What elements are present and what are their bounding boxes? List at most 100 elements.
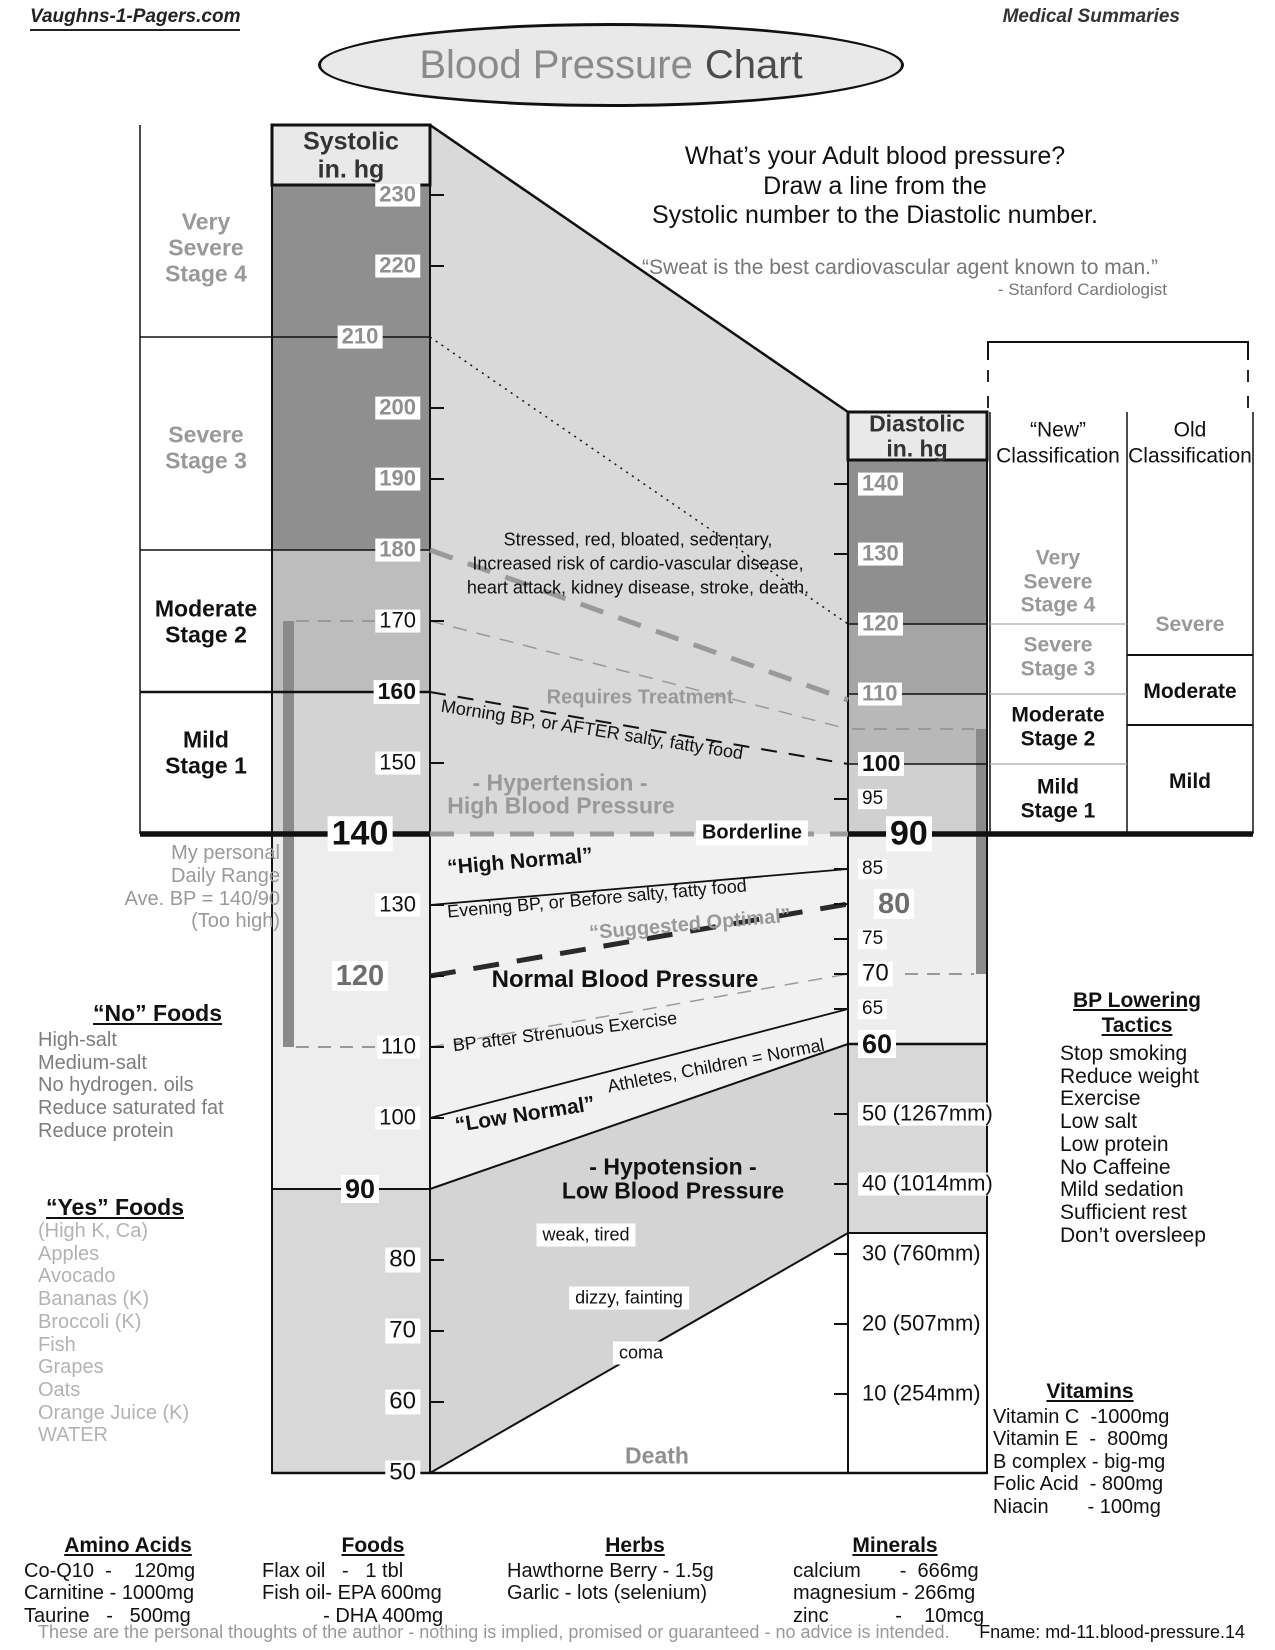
supp-item: Co-Q10 - 120mg [24,1560,196,1582]
personal-range-line: Daily Range [171,864,280,887]
classification-zone-old-moderate-line: Moderate [1143,680,1237,704]
diastolic-tick-70: 70 [858,961,893,987]
classification-columns [987,341,1254,834]
tactics-item: Low salt [1060,1110,1138,1134]
personal-range-line: Ave. BP = 140/90 [124,887,281,910]
no-foods-list: High-salt Medium-salt No hydrogen. oils Red… [38,1029,224,1143]
diastolic-tick-85: 85 [858,859,888,879]
yes-foods-item: Orange Juice (K) [38,1401,190,1424]
tactics-item: Don’t oversleep [1060,1223,1206,1247]
diastolic-tick-95: 95 [858,789,888,809]
classification-zone-old-mild: Mild [1169,770,1211,794]
systolic-stage-label-stage3-line: Stage 3 [165,447,247,473]
systolic-tick-170: 170 [375,609,420,633]
supp-item: - DHA 400mg [262,1604,444,1627]
classification-zone-old-severe-line: Severe [1155,613,1225,637]
diastolic-tick-120: 120 [858,612,903,636]
hypertension-band [430,125,848,834]
supp-item: Garlic - lots (selenium) [507,1582,708,1605]
diastolic-tick-40: 40 (1014mm) [858,1172,997,1196]
classification-zone-new-stage1-line: Mild [1036,775,1079,799]
tactics-title-line: BP Lowering [1073,989,1201,1012]
annotation-weak: weak, tired [536,1223,636,1247]
supp-item: Carnitine - 1000mg [24,1582,195,1605]
tick-marks [430,194,848,1403]
hypotension-boundary-line [429,1043,849,1190]
page-category: Medical Summaries [1002,6,1180,27]
yes-foods-item: Oats [38,1378,81,1401]
connector-210-120 [429,336,849,625]
systolic-tick-180: 180 [375,538,420,562]
supp-item: Hawthorne Berry - 1.5g [507,1560,714,1582]
quote-attribution: - Stanford Cardiologist [997,280,1167,299]
diastolic-column [846,410,989,1474]
site-brand: Vaughns-1-Pagers.com [30,6,241,31]
diastolic-header-line: Diastolic [869,410,965,437]
no-foods-item: Medium-salt [38,1051,147,1074]
page-title-main: Blood Pressure [419,42,693,87]
annotation-hypotension-2: Low Blood Pressure [561,1177,785,1204]
diastolic-tick-75: 75 [858,929,888,949]
annotation-hypertension-2: High Blood Pressure [447,792,675,819]
no-foods-item: Reduce saturated fat [38,1097,224,1120]
diastolic-tick-90: 90 [886,815,932,852]
tactics-item: No Caffeine [1060,1155,1171,1179]
classification-zone-new-stage4: Very Severe Stage 4 [1021,547,1096,618]
hypotension-band [430,1044,848,1473]
diastolic-tick-140: 140 [858,472,903,496]
supp-item: Fish oil- EPA 600mg [262,1582,442,1605]
systolic-stage-label-stage2: Moderate Stage 2 [154,595,258,648]
classification-zone-new-stage4-line: Very [1035,546,1081,570]
supp-list-herbs: Hawthorne Berry - 1.5g Garlic - lots (sel… [507,1560,714,1605]
systolic-tick-70: 70 [385,1318,420,1344]
supp-list-vitamins: Vitamin C -1000mg Vitamin E - 800mg B comp… [993,1406,1169,1518]
supp-item: Folic Acid - 800mg [993,1473,1164,1496]
personal-range-line: (Too high) [191,910,280,933]
systolic-header-line: in. hg [317,155,385,183]
systolic-stage-label-stage2-line: Stage 2 [165,621,247,647]
systolic-tick-90: 90 [340,1175,380,1203]
classification-bracket [987,341,1249,360]
annotation-hypertension-1: - Hypertension - [472,769,648,796]
annotation-coma: coma [612,1341,670,1365]
tactics-title: BP Lowering Tactics [1022,988,1252,1038]
systolic-header-line: Systolic [303,127,399,156]
page-title-accent: Chart [704,42,803,87]
connector-130-85-evening [429,868,849,906]
systolic-tick-140: 140 [327,815,393,852]
systolic-tick-80: 80 [385,1247,420,1273]
yes-foods-item: WATER [38,1424,108,1447]
systolic-tick-220: 220 [375,254,420,278]
systolic-stage-label-stage1-line: Stage 1 [165,752,247,778]
annotation-borderline: Borderline [695,820,809,846]
title-ellipse: Blood Pressure Chart [318,23,904,107]
yes-foods-item: Apples [38,1242,100,1265]
intro-line: Draw a line from the [763,171,987,200]
systolic-tick-230: 230 [375,183,420,207]
classification-zone-new-stage4-line: Severe [1023,570,1093,594]
systolic-tick-210: 210 [337,325,383,349]
systolic-tick-120: 120 [331,961,389,991]
classification-zone-old-severe: Severe [1156,613,1225,637]
personal-range-note: My personal Daily Range Ave. BP = 140/90… [50,842,281,933]
systolic-stage-label-stage2-line: Moderate [154,595,258,622]
systolic-tick-50: 50 [385,1460,420,1486]
diastolic-tick-110: 110 [858,682,902,706]
old-classification-header-line: Old [1173,418,1207,442]
new-classification-header-line: “New” [1030,418,1086,442]
no-foods-title: “No” Foods [92,1000,223,1026]
supp-item: B complex - big-mg [993,1450,1166,1473]
annotation-death: Death [625,1442,689,1469]
systolic-stage-label-stage4-line: Very [181,208,231,235]
systolic-stage-label-stage1-line: Mild [182,726,229,753]
diastolic-tick-20: 20 (507mm) [858,1312,985,1336]
diastolic-header-line: in. hg [886,436,948,462]
annotation-requires-treatment: Requires Treatment [546,686,734,709]
connector-120-80-suggested-optimal [429,901,849,979]
supp-title-minerals: Minerals [852,1534,938,1557]
annotation-disease-3: heart attack, kidney disease, stroke, de… [466,577,810,598]
annotation-normal-bp: Normal Blood Pressure [491,966,759,993]
classification-zone-new-stage3: Severe Stage 3 [1021,633,1096,680]
annotation-hypotension-1: - Hypotension - [589,1153,757,1180]
